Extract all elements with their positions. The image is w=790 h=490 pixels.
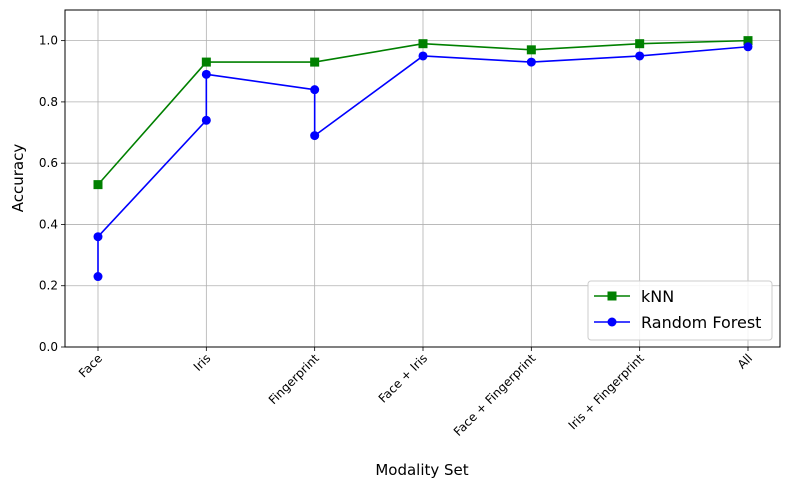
data-point-knn	[743, 36, 753, 46]
legend-label-random-forest: Random Forest	[641, 313, 761, 332]
y-tick-label: 0.2	[39, 279, 58, 293]
data-point-knn	[418, 39, 428, 49]
data-point-random-forest	[310, 85, 320, 95]
legend-box	[587, 280, 773, 341]
y-tick-label: 0.6	[39, 156, 58, 170]
data-point-random-forest	[418, 51, 428, 61]
legend-marker-random-forest	[607, 317, 617, 327]
y-tick-label: 1.0	[39, 34, 58, 48]
series-layer	[93, 36, 753, 282]
plot-frame	[64, 9, 781, 348]
data-point-random-forest	[201, 69, 211, 79]
data-point-knn	[526, 45, 536, 55]
data-point-random-forest	[93, 272, 103, 282]
data-point-knn	[201, 57, 211, 67]
series-random-forest	[93, 42, 753, 282]
y-tick-label: 0.8	[39, 95, 58, 109]
series-line-random-forest	[97, 45, 749, 277]
legend-marker-knn	[607, 291, 617, 301]
legend-item-knn: kNN	[594, 287, 674, 306]
data-point-random-forest	[526, 57, 536, 67]
y-tick-label: 0.0	[39, 340, 58, 354]
y-tick-label: 0.4	[39, 217, 58, 231]
legend-item-random-forest: Random Forest	[594, 313, 761, 332]
data-point-random-forest	[635, 51, 645, 61]
y-axis-label: Accuracy	[9, 144, 27, 213]
data-point-random-forest	[310, 131, 320, 141]
data-point-knn	[635, 39, 645, 49]
data-point-random-forest	[201, 115, 211, 125]
data-point-knn	[93, 180, 103, 190]
data-point-random-forest	[743, 42, 753, 52]
legend-label-knn: kNN	[641, 287, 674, 306]
data-point-random-forest	[93, 232, 103, 242]
data-point-knn	[310, 57, 320, 67]
legend: kNN Random Forest	[587, 280, 773, 341]
x-axis-label: Modality Set	[375, 461, 468, 479]
series-knn	[93, 36, 753, 190]
